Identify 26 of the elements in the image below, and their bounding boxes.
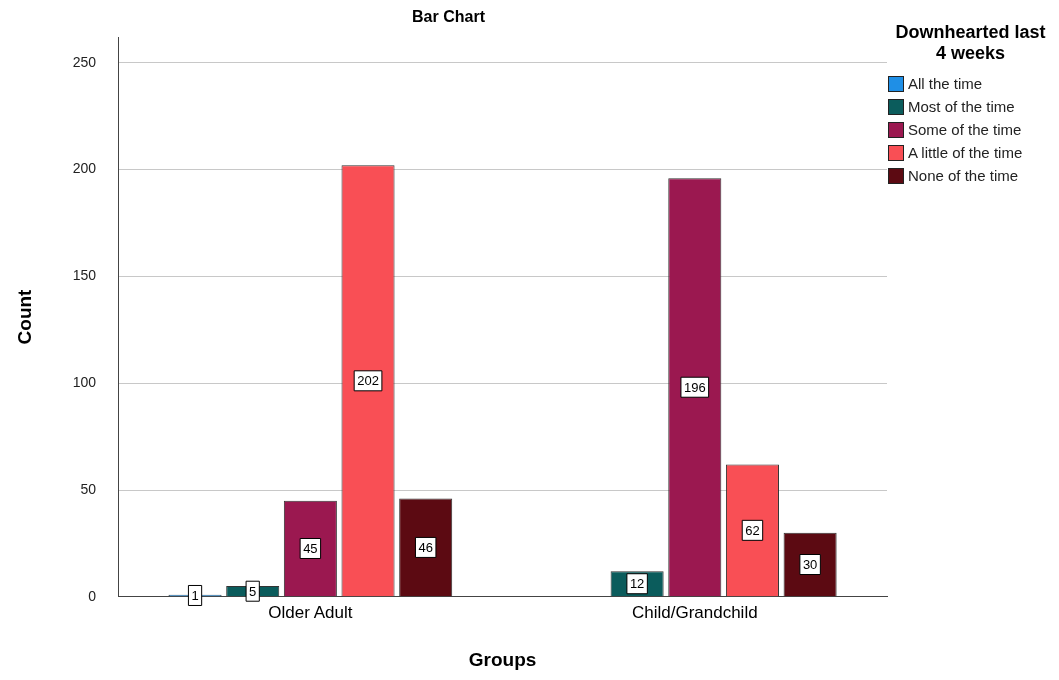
y-axis-title: Count bbox=[13, 288, 35, 345]
x-tick-label: Older Adult bbox=[268, 602, 353, 622]
chart-title: Bar Chart bbox=[412, 8, 486, 26]
data-label: 5 bbox=[249, 583, 257, 599]
data-label: 196 bbox=[683, 379, 706, 395]
data-label: 202 bbox=[357, 373, 379, 389]
legend-label: A little of the time bbox=[908, 143, 1023, 163]
data-label: 46 bbox=[418, 540, 433, 555]
y-tick-label: 200 bbox=[72, 160, 97, 177]
y-tick-label: 50 bbox=[80, 480, 97, 497]
legend-title: Downhearted last 4 weeks bbox=[894, 22, 1047, 64]
data-label: 12 bbox=[629, 576, 645, 592]
data-label: 30 bbox=[802, 557, 818, 573]
data-label: 45 bbox=[303, 541, 318, 557]
x-tick-label: Child/Grandchild bbox=[631, 602, 758, 622]
legend-label: Most of the time bbox=[908, 97, 1015, 117]
y-tick-label: 250 bbox=[72, 53, 97, 70]
x-axis-title: Groups bbox=[468, 648, 537, 670]
data-label: 1 bbox=[191, 588, 199, 604]
legend-label: All the time bbox=[908, 74, 983, 94]
y-tick-label: 0 bbox=[88, 587, 97, 604]
data-label: 62 bbox=[745, 522, 760, 538]
legend-label: Some of the time bbox=[908, 120, 1022, 140]
y-tick-label: 100 bbox=[72, 374, 97, 391]
y-tick-label: 150 bbox=[72, 267, 97, 284]
legend-label: None of the time bbox=[908, 166, 1019, 186]
